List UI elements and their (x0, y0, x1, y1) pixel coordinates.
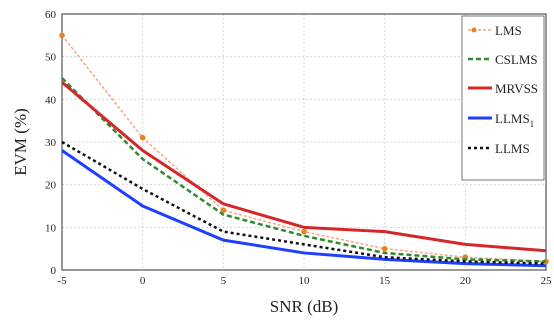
y-tick-label: 40 (45, 94, 57, 106)
legend-label-cslms: CSLMS (495, 52, 538, 67)
series-line-cslms (61, 77, 547, 263)
x-tick-label: 5 (221, 275, 227, 287)
x-axis-title: SNR (dB) (270, 297, 338, 316)
y-tick-label: 0 (51, 265, 57, 277)
legend-box (461, 15, 545, 181)
y-tick-label: 50 (45, 52, 57, 64)
legend-label-lms: LMS (495, 23, 522, 38)
series-line-llms-1 (61, 149, 547, 268)
y-tick-label: 60 (45, 9, 57, 21)
y-tick-label: 30 (45, 137, 57, 149)
x-axis-ticks: -5 0 5 10 15 20 25 (57, 275, 552, 287)
series-point-lms (59, 32, 65, 39)
series-point-lms (220, 207, 227, 214)
y-axis-ticks: 0 10 20 30 40 50 60 (45, 9, 57, 277)
legend-marker-lms (471, 27, 477, 33)
series-point-lms (301, 228, 307, 235)
legend-label-llms-dotted: LLMS (495, 141, 530, 156)
y-tick-label: 20 (45, 180, 57, 192)
y-tick-label: 10 (45, 222, 57, 234)
legend-label-text: CSLMS (495, 52, 538, 67)
series-point-lms (381, 245, 388, 252)
legend-label-text: LLMS (495, 141, 530, 156)
legend-label-llms-1: LLMS1 (495, 111, 534, 129)
y-axis-title: EVM (%) (11, 108, 30, 176)
legend-label-mrvss: MRVSS (495, 81, 538, 96)
x-tick-label: 20 (460, 275, 472, 287)
x-tick-label: -5 (57, 275, 67, 287)
legend-label-text: MRVSS (495, 81, 538, 96)
x-tick-label: 15 (379, 275, 391, 287)
legend-label-text: LLMS (495, 111, 530, 126)
legend-label-text: LMS (495, 23, 522, 38)
series-line-llms-dotted (61, 140, 547, 265)
series-point-lms (139, 134, 146, 141)
x-tick-label: 25 (541, 275, 553, 287)
x-tick-label: 0 (140, 275, 146, 287)
series-line-mrvss (61, 81, 547, 253)
legend-label-subscript: 1 (530, 119, 535, 129)
x-tick-label: 10 (299, 275, 311, 287)
series-layer (59, 32, 549, 268)
